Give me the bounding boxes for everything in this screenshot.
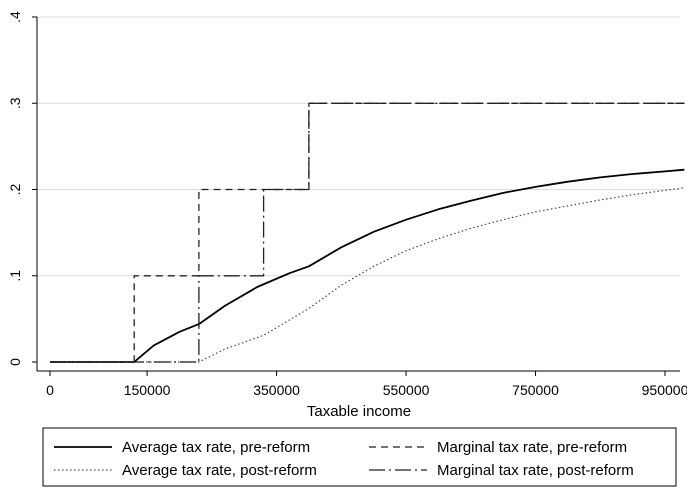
legend: Average tax rate, pre-reform Marginal tax… — [42, 427, 677, 487]
legend-label: Marginal tax rate, post-reform — [437, 462, 634, 479]
series-line-solid — [50, 168, 685, 363]
x-axis-title: Taxable income — [307, 403, 411, 420]
x-tick-label: 350000 — [253, 382, 300, 398]
series-line-dashdot — [50, 102, 685, 363]
legend-box — [42, 427, 677, 487]
x-tick-label: 750000 — [512, 382, 559, 398]
legend-label: Average tax rate, pre-reform — [122, 439, 310, 456]
series-line-dotted — [50, 187, 685, 363]
x-tick-label: 550000 — [383, 382, 430, 398]
y-tick-label: .3 — [7, 97, 23, 109]
y-tick-label: .1 — [7, 270, 23, 282]
series-line-dashed — [50, 102, 685, 363]
y-tick-label: .4 — [7, 11, 23, 23]
legend-label: Marginal tax rate, pre-reform — [437, 439, 627, 456]
legend-label: Average tax rate, post-reform — [122, 462, 317, 479]
y-tick-label: 0 — [7, 358, 23, 366]
plot-area — [50, 102, 685, 363]
x-tick-label: 0 — [46, 382, 54, 398]
x-tick-label: 950000 — [642, 382, 687, 398]
y-tick-label: .2 — [7, 183, 23, 195]
x-tick-label: 150000 — [124, 382, 171, 398]
axes: 0 .1 .2 .3 .4 0 150000 350000 550000 750000 950000 — [7, 11, 687, 398]
